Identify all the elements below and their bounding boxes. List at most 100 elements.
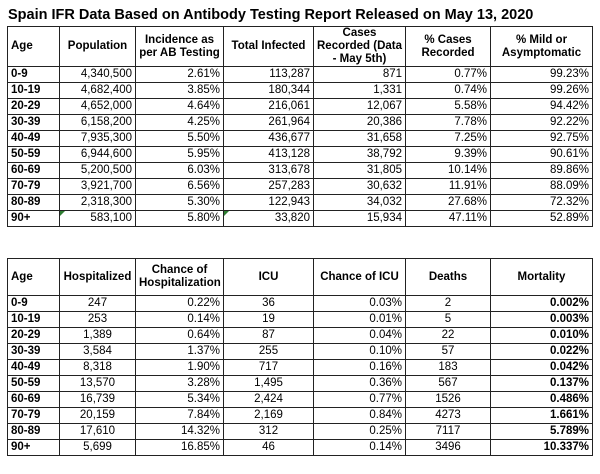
table-cell: 6,944,600 [59, 146, 136, 163]
table1-header-0: Age [7, 26, 60, 67]
age-cell: 90+ [7, 210, 60, 227]
age-cell: 60-69 [7, 391, 60, 408]
table-cell: 717 [223, 359, 314, 376]
table-cell: 5 [405, 311, 491, 328]
table-cell: 871 [313, 66, 406, 83]
infection-table: Age Population Incidence as per AB Testing… [7, 26, 593, 227]
table-cell: 16.85% [135, 439, 224, 456]
table-cell: 47.11% [405, 210, 491, 227]
table-cell: 10.337% [490, 439, 593, 456]
table-cell: 1,389 [59, 327, 136, 344]
table-cell: 261,964 [223, 114, 314, 131]
table2-header-3: ICU [223, 258, 314, 296]
table-cell: 0.14% [313, 439, 406, 456]
table-cell: 16,739 [59, 391, 136, 408]
table-cell: 180,344 [223, 82, 314, 99]
age-cell: 20-29 [7, 327, 60, 344]
table2-header-2: Chance of Hospitalization [135, 258, 224, 296]
table-cell: 3.28% [135, 375, 224, 392]
outcomes-table: Age Hospitalized Chance of Hospitalization… [7, 258, 593, 456]
age-cell: 10-19 [7, 311, 60, 328]
table-cell: 20,386 [313, 114, 406, 131]
table-row: 90+ 5,699 16.85% 46 0.14% 3496 10.337% [7, 439, 593, 456]
table-cell: 0.64% [135, 327, 224, 344]
table-cell: 3.85% [135, 82, 224, 99]
table-row: 20-29 1,389 0.64% 87 0.04% 22 0.010% [7, 327, 593, 344]
age-cell: 80-89 [7, 423, 60, 440]
table-cell: 87 [223, 327, 314, 344]
table-cell: 5,200,500 [59, 162, 136, 179]
table-cell: 567 [405, 375, 491, 392]
table-row: 80-89 2,318,300 5.30% 122,943 34,032 27.68% 72… [7, 194, 593, 211]
table-cell: 6,158,200 [59, 114, 136, 131]
table-cell: 12,067 [313, 98, 406, 115]
table-cell: 4.25% [135, 114, 224, 131]
table2-header-5: Deaths [405, 258, 491, 296]
table-cell: 0.74% [405, 82, 491, 99]
table-cell: 0.14% [135, 311, 224, 328]
table-cell: 247 [59, 295, 136, 312]
table-cell: 89.86% [490, 162, 593, 179]
table-cell: 94.42% [490, 98, 593, 115]
table-cell: 0.77% [313, 391, 406, 408]
table-cell: 1,331 [313, 82, 406, 99]
table-cell: 413,128 [223, 146, 314, 163]
table-cell: 7117 [405, 423, 491, 440]
table-cell: 52.89% [490, 210, 593, 227]
table-cell: 183 [405, 359, 491, 376]
table-row: 80-89 17,610 14.32% 312 0.25% 7117 5.789% [7, 423, 593, 440]
table-cell: 6.56% [135, 178, 224, 195]
table-cell: 3,921,700 [59, 178, 136, 195]
table-cell: 1526 [405, 391, 491, 408]
table-cell: 0.10% [313, 343, 406, 360]
table-cell: 7.84% [135, 407, 224, 424]
table-cell: 8,318 [59, 359, 136, 376]
table2-header-1: Hospitalized [59, 258, 136, 296]
table-row: 40-49 8,318 1.90% 717 0.16% 183 0.042% [7, 359, 593, 376]
table-cell: 22 [405, 327, 491, 344]
table-cell: 20,159 [59, 407, 136, 424]
table-cell: 1.37% [135, 343, 224, 360]
table-cell: 57 [405, 343, 491, 360]
table-cell: 0.03% [313, 295, 406, 312]
table-cell: 0.16% [313, 359, 406, 376]
table1-header-4: Cases Recorded (Data - May 5th) [313, 26, 406, 67]
table1-header-3: Total Infected [223, 26, 314, 67]
table-cell: 31,805 [313, 162, 406, 179]
table-cell: 30,632 [313, 178, 406, 195]
table-row: 0-9 4,340,500 2.61% 113,287 871 0.77% 99.23% [7, 66, 593, 83]
table-cell: 1.661% [490, 407, 593, 424]
table-cell: 0.002% [490, 295, 593, 312]
table1-header-5: % Cases Recorded [405, 26, 491, 67]
table-cell: 27.68% [405, 194, 491, 211]
table-cell: 33,820 [223, 210, 314, 227]
table-cell: 92.22% [490, 114, 593, 131]
table-cell: 4.64% [135, 98, 224, 115]
table2-header-4: Chance of ICU [313, 258, 406, 296]
table-cell: 3,584 [59, 343, 136, 360]
age-cell: 50-59 [7, 146, 60, 163]
age-cell: 40-49 [7, 130, 60, 147]
table-cell: 88.09% [490, 178, 593, 195]
table-row: 30-39 3,584 1.37% 255 0.10% 57 0.022% [7, 343, 593, 360]
table-cell: 17,610 [59, 423, 136, 440]
table-cell: 14.32% [135, 423, 224, 440]
age-cell: 20-29 [7, 98, 60, 115]
table-cell: 2,169 [223, 407, 314, 424]
age-cell: 90+ [7, 439, 60, 456]
table-cell: 3496 [405, 439, 491, 456]
age-cell: 60-69 [7, 162, 60, 179]
table-cell: 15,934 [313, 210, 406, 227]
table-cell: 0.84% [313, 407, 406, 424]
table-cell: 4,652,000 [59, 98, 136, 115]
table-cell: 4,682,400 [59, 82, 136, 99]
table-row: 50-59 6,944,600 5.95% 413,128 38,792 9.39% 90.… [7, 146, 593, 163]
table-cell: 436,677 [223, 130, 314, 147]
table-row: 20-29 4,652,000 4.64% 216,061 12,067 5.58% 94.… [7, 98, 593, 115]
table-cell: 2,424 [223, 391, 314, 408]
table-cell: 5,699 [59, 439, 136, 456]
table-cell: 90.61% [490, 146, 593, 163]
table-cell: 0.003% [490, 311, 593, 328]
table-cell: 72.32% [490, 194, 593, 211]
age-cell: 50-59 [7, 375, 60, 392]
